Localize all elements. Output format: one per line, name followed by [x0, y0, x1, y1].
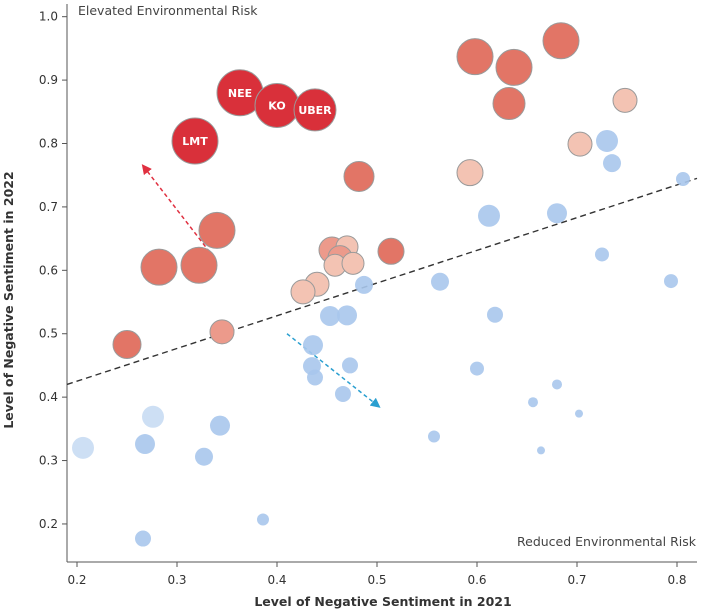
bubble-labels: LMT NEE KO UBER: [182, 87, 332, 148]
x-ticks: 0.2 0.3 0.4 0.5 0.6 0.7 0.8: [67, 562, 687, 587]
bubble: [335, 385, 351, 402]
x-tick-label: 0.7: [567, 573, 586, 587]
y-tick-label: 0.4: [39, 390, 58, 404]
bubble: [552, 379, 562, 390]
bubble: [567, 131, 593, 157]
bubble-label-uber: UBER: [298, 104, 332, 117]
x-tick-label: 0.3: [167, 573, 186, 587]
bubble: [72, 436, 94, 459]
bubble: [428, 430, 440, 443]
bubble: [303, 335, 323, 356]
x-axis-title: Level of Negative Sentiment in 2021: [254, 594, 511, 609]
bubble: [596, 129, 618, 152]
trend-line: [66, 177, 698, 386]
bubble: [431, 272, 449, 291]
bubble: [575, 409, 583, 418]
bubble: [135, 434, 155, 455]
x-tick-label: 0.8: [667, 573, 686, 587]
bubble: [210, 415, 230, 436]
bubble: [209, 319, 235, 345]
bubble: [142, 405, 164, 428]
bubble: [603, 154, 621, 173]
y-ticks: 0.2 0.3 0.4 0.5 0.6 0.7 0.8 0.9 1.0: [39, 10, 67, 531]
bubble-lmt: [171, 117, 219, 165]
y-tick-label: 0.7: [39, 200, 58, 214]
bubble: [664, 274, 678, 289]
annotation-reduced-risk: Reduced Environmental Risk: [517, 534, 697, 549]
bubble: [492, 87, 526, 121]
bubble: [676, 172, 690, 187]
bubble: [542, 22, 580, 60]
y-tick-label: 0.6: [39, 263, 58, 277]
x-tick-label: 0.2: [67, 573, 86, 587]
bubble-label-ko: KO: [268, 99, 285, 112]
y-tick-label: 0.8: [39, 137, 58, 151]
annotation-elevated-risk: Elevated Environmental Risk: [78, 3, 258, 18]
bubble: [537, 446, 545, 455]
bubble: [495, 48, 533, 86]
bubble: [487, 306, 503, 323]
bubble: [320, 305, 340, 326]
bubble: [456, 159, 484, 187]
y-axis-title: Level of Negative Sentiment in 2022: [1, 171, 16, 428]
bubble: [456, 38, 494, 76]
y-tick-label: 1.0: [39, 10, 58, 24]
bubble: [377, 237, 405, 265]
y-tick-label: 0.2: [39, 517, 58, 531]
axes: [66, 4, 697, 563]
bubble: [112, 330, 142, 360]
bubble: [140, 248, 178, 286]
bubble: [470, 361, 484, 376]
bubble: [180, 246, 218, 284]
y-tick-label: 0.9: [39, 73, 58, 87]
x-tick-label: 0.6: [467, 573, 486, 587]
bubble: [547, 203, 567, 224]
bubble: [478, 204, 500, 227]
reduced-risk-arrow: [286, 333, 381, 408]
y-tick-label: 0.3: [39, 454, 58, 468]
x-tick-label: 0.4: [267, 573, 286, 587]
bubble: [342, 357, 358, 374]
bubble-uber: [293, 88, 337, 132]
bubble: [341, 251, 365, 275]
bubble: [307, 369, 323, 386]
bubble: [135, 530, 151, 547]
bubble: [195, 447, 213, 466]
bubble-label-lmt: LMT: [182, 135, 208, 148]
bubble: [612, 87, 638, 113]
bubble: [343, 160, 375, 192]
bubble: [290, 279, 316, 305]
bubble: [198, 211, 236, 249]
bubble: [355, 275, 373, 294]
bubbles: [72, 22, 690, 547]
bubble: [528, 397, 538, 408]
y-tick-label: 0.5: [39, 327, 58, 341]
bubble: [337, 305, 357, 326]
bubble: [595, 247, 609, 262]
bubble-label-nee: NEE: [228, 87, 252, 100]
bubble: [257, 513, 269, 526]
elevated-risk-arrow: [141, 164, 215, 259]
x-tick-label: 0.5: [367, 573, 386, 587]
